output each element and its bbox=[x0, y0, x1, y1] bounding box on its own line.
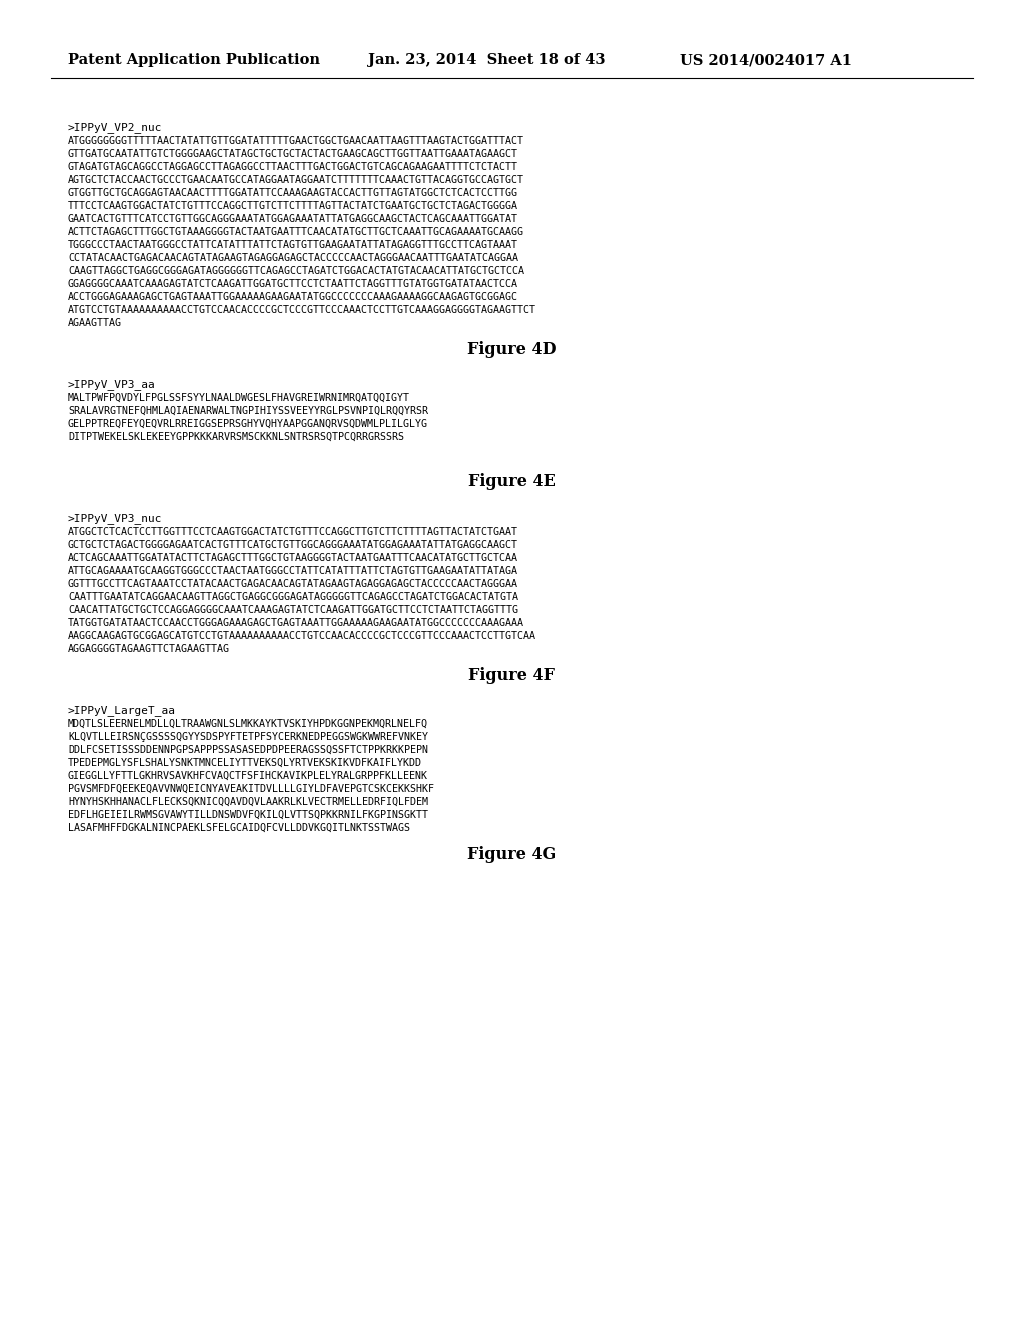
Text: >IPPyV_VP2_nuc: >IPPyV_VP2_nuc bbox=[68, 121, 163, 133]
Text: ATGTCCTGTAAAAAAAAAACCTGTCCAACACCCCGCTCCCGTTCCCAAACTCCTTGTCAAAGGAGGGGTAGAAGTTCT: ATGTCCTGTAAAAAAAAAACCTGTCCAACACCCCGCTCCC… bbox=[68, 305, 536, 315]
Text: GGAGGGGCAAATCAAAGAGTATCTCAAGATTGGATGCTTCCTCTAATTCTAGGTTTGTATGGTGATATAACTCCA: GGAGGGGCAAATCAAAGAGTATCTCAAGATTGGATGCTTC… bbox=[68, 279, 518, 289]
Text: Figure 4G: Figure 4G bbox=[467, 846, 557, 863]
Text: LASAFMHFFDGKALNINCPAEKLSFELGCAIDQFCVLLDDVKGQITLNKTSSTWAGS: LASAFMHFFDGKALNINCPAEKLSFELGCAIDQFCVLLDD… bbox=[68, 822, 410, 833]
Text: AGAAGTTAG: AGAAGTTAG bbox=[68, 318, 122, 327]
Text: Jan. 23, 2014  Sheet 18 of 43: Jan. 23, 2014 Sheet 18 of 43 bbox=[368, 53, 605, 67]
Text: DITPTWEKELSKLEKEEYGPPKKKARVRSMSCKKNLSNTRSRSQTPCQRRGRSSRS: DITPTWEKELSKLEKEEYGPPKKKARVRSMSCKKNLSNTR… bbox=[68, 432, 404, 442]
Text: ACCTGGGAGAAAGAGCTGAGTAAATTGGAAAAAGAAGAATATGGCCCCCCCAAAGAAAAGGCAAGAGTGCGGAGC: ACCTGGGAGAAAGAGCTGAGTAAATTGGAAAAAGAAGAAT… bbox=[68, 292, 518, 302]
Text: TGGGCCCTAACTAATGGGCCTATTCATATTTATTCTAGTGTTGAAGAATATTATAGAGGTTTGCCTTCAGTAAAT: TGGGCCCTAACTAATGGGCCTATTCATATTTATTCTAGTG… bbox=[68, 240, 518, 249]
Text: MALTPWFPQVDYLFPGLSSFSYYLNAALDWGESLFHAVGREIWRNIMRQATQQIGYT: MALTPWFPQVDYLFPGLSSFSYYLNAALDWGESLFHAVGR… bbox=[68, 393, 410, 403]
Text: GTAGATGTAGCAGGCCTAGGAGCCTTAGAGGCCTTAACTTTGACTGGACTGTCAGCAGAAGAATTTTCTCTACTT: GTAGATGTAGCAGGCCTAGGAGCCTTAGAGGCCTTAACTT… bbox=[68, 162, 518, 172]
Text: Figure 4F: Figure 4F bbox=[469, 667, 555, 684]
Text: TPEDEPMGLYSFLSHALYSNKTMNCELIYTTVEKSQLYRTVEKSKIKVDFKAIFLYKDD: TPEDEPMGLYSFLSHALYSNKTMNCELIYTTVEKSQLYRT… bbox=[68, 758, 422, 768]
Text: HYNYHSKHHANACLFLЕСKSQKNICQQAVDQVLAAKRLKLVECTRMELLEDRFIQLFDEM: HYNYHSKHHANACLFLЕСKSQKNICQQAVDQVLAAKRLKL… bbox=[68, 797, 428, 807]
Text: >IPPyV_LargeT_aa: >IPPyV_LargeT_aa bbox=[68, 705, 176, 715]
Text: TATGGTGATATAACTCCAACCTGGGAGAAAGAGCTGAGTAAATTGGAAAAAGAAGAATATGGCCCCCCCAAAGAAA: TATGGTGATATAACTCCAACCTGGGAGAAAGAGCTGAGTA… bbox=[68, 618, 524, 628]
Text: PGVSMFDFQEEKEQAVVNWQEICNYAVEAKITDVLLLLGIYLDFAVEPGTCSKCEKKSHKF: PGVSMFDFQEEKEQAVVNWQEICNYAVEAKITDVLLLLGI… bbox=[68, 784, 434, 795]
Text: US 2014/0024017 A1: US 2014/0024017 A1 bbox=[680, 53, 852, 67]
Text: ATTGCAGAAAATGCAAGGTGGGCCCTAACTAATGGGCCTATTCATATTTATTCTAGTGTTGAAGAATATTATAGA: ATTGCAGAAAATGCAAGGTGGGCCCTAACTAATGGGCCTA… bbox=[68, 566, 518, 576]
Text: GTTGATGCAATATTGTCTGGGGAAGCTATAGCTGCTGCTACTACTGAAGCAGCTTGGTTAATTGAAATAGAAGCT: GTTGATGCAATATTGTCTGGGGAAGCTATAGCTGCTGCTA… bbox=[68, 149, 518, 158]
Text: ACTCAGCAAATTGGATATACTTCTAGAGCTTTGGCTGTAAGGGGTACTAATGAATTTCAACATATGCTTGCTCAA: ACTCAGCAAATTGGATATACTTCTAGAGCTTTGGCTGTAA… bbox=[68, 553, 518, 564]
Text: TTTCCTCAAGTGGACTATCTGTTTCCAGGCTTGTCTTCTTTTAGTTACTATCTGAATGCTGCTCTAGACTGGGGA: TTTCCTCAAGTGGACTATCTGTTTCCAGGCTTGTCTTCTT… bbox=[68, 201, 518, 211]
Text: DDLFCSETISSSDDENNPGPSAPPPSSASASEDPDPEERAGSSQSSFTCTPPKRKKPEPN: DDLFCSETISSSDDENNPGPSAPPPSSASASEDPDPEERA… bbox=[68, 744, 428, 755]
Text: CCTATACAACTGAGACAACAGTATAGAAGTAGAGGAGAGCTACCCCCAACTAGGGAACAATTTGAATATCAGGAA: CCTATACAACTGAGACAACAGTATAGAAGTAGAGGAGAGC… bbox=[68, 253, 518, 263]
Text: MDQTLSLEERNELMDLLQLTRAAWGNLSLMKKAYKTVSKIYHPDKGGNPEKMQRLNELFQ: MDQTLSLEERNELMDLLQLTRAAWGNLSLMKKAYKTVSKI… bbox=[68, 719, 428, 729]
Text: >IPPyV_VP3_nuc: >IPPyV_VP3_nuc bbox=[68, 513, 163, 524]
Text: Patent Application Publication: Patent Application Publication bbox=[68, 53, 319, 67]
Text: CAACATTATGCTGCTCCAGGAGGGGCAAATCAAAGAGTATCTCAAGATTGGATGCTTCCTCTAATTCTAGGTTTG: CAACATTATGCTGCTCCAGGAGGGGCAAATCAAAGAGTAT… bbox=[68, 605, 518, 615]
Text: CAAGTTAGGCTGAGGCGGGAGATAGGGGGGTTCAGAGCCTAGATCTGGACACTATGTACAACATTATGCTGCTCCA: CAAGTTAGGCTGAGGCGGGAGATAGGGGGGTTCAGAGCCT… bbox=[68, 267, 524, 276]
Text: EDFLHGEIEILRWMSGVAWYTILLDNSWDVFQKILQLVTTSQPKKRNILFKGPINSGKTT: EDFLHGEIEILRWMSGVAWYTILLDNSWDVFQKILQLVTT… bbox=[68, 810, 428, 820]
Text: GAATCACTGTTTCATCCTGTTGGCAGGGAAATATGGAGAAATATTATGAGGCAAGCTACTCAGCAAATTGGATAT: GAATCACTGTTTCATCCTGTTGGCAGGGAAATATGGAGAA… bbox=[68, 214, 518, 224]
Text: AAGGCAAGAGTGCGGAGCATGTCCTGTAAAAAAAAAACCTGTCCAACACCCCGCTCCCGTTCCCAAACTCCTTGTCAA: AAGGCAAGAGTGCGGAGCATGTCCTGTAAAAAAAAAACCT… bbox=[68, 631, 536, 642]
Text: CAATTTGAATATCAGGAACAAGTTAGGCTGAGGCGGGAGATAGGGGGTTCAGAGCCTAGATCTGGACACTATGTA: CAATTTGAATATCAGGAACAAGTTAGGCTGAGGCGGGAGA… bbox=[68, 591, 518, 602]
Text: Figure 4D: Figure 4D bbox=[467, 341, 557, 358]
Text: SRALAVRGTNEFQHMLAQIAENARWALTNGPIHIYSSVEEYYRGLPSVNPIQLRQQYRSR: SRALAVRGTNEFQHMLAQIAENARWALTNGPIHIYSSVEE… bbox=[68, 407, 428, 416]
Text: ATGGGGGGGGTTTTTAACTATATTGTTGGATATTTTTGAACTGGCTGAACAATTAAGTTTAAGTACTGGATTTACT: ATGGGGGGGGTTTTTAACTATATTGTTGGATATTTTTGAA… bbox=[68, 136, 524, 147]
Text: GIEGGLLYFTTLGKHRVSAVKHFCVAQCTFSFIHCKAVIKPLELYRALGRPPFKLLEENK: GIEGGLLYFTTLGKHRVSAVKHFCVAQCTFSFIHCKAVIK… bbox=[68, 771, 428, 781]
Text: >IPPyV_VP3_aa: >IPPyV_VP3_aa bbox=[68, 379, 156, 389]
Text: Figure 4E: Figure 4E bbox=[468, 473, 556, 490]
Text: GTGGTTGCTGCAGGAGTAACAACTTTTGGATATTCCAAAGAAGTACCACTTGTTAGTATGGCTCTCACTCCTTGG: GTGGTTGCTGCAGGAGTAACAACTTTTGGATATTCCAAAG… bbox=[68, 187, 518, 198]
Text: GELPPTREQFEYQEQVRLRREIGGSEPRSGHYVQHYAAPGGANQRVSQDWMLPLILGLYG: GELPPTREQFEYQEQVRLRREIGGSEPRSGHYVQHYAAPG… bbox=[68, 418, 428, 429]
Text: KLQVTLLEIRSNÇGSSSSQGYYSDSPYFTETPFSYCERKNEDPEGGSWGKWWREFVNKEY: KLQVTLLEIRSNÇGSSSSQGYYSDSPYFTETPFSYCERKN… bbox=[68, 733, 428, 742]
Text: GGTTTGCCTTCAGTAAATCCTATACAACTGAGACAACAGTATAGAAGTAGAGGAGAGCTACCCCCAACTAGGGAA: GGTTTGCCTTCAGTAAATCCTATACAACTGAGACAACAGT… bbox=[68, 579, 518, 589]
Text: GCTGCTCTAGACTGGGGAGAATCACTGTTTCATGCTGTTGGCAGGGAAATATGGAGAAATATTATGAGGCAAGCT: GCTGCTCTAGACTGGGGAGAATCACTGTTTCATGCTGTTG… bbox=[68, 540, 518, 550]
Text: AGTGCTCTACCAACTGCCCTGAACAATGCCATAGGAATAGGAATCTTTTTTTCAAACTGTTACAGGTGCCAGTGCT: AGTGCTCTACCAACTGCCCTGAACAATGCCATAGGAATAG… bbox=[68, 176, 524, 185]
Text: ATGGCTCTCACTCCTTGGTTTCCTCAAGTGGACTATCTGTTTCCAGGCTTGTCTTCTTTTAGTTACTATCTGAAT: ATGGCTCTCACTCCTTGGTTTCCTCAAGTGGACTATCTGT… bbox=[68, 527, 518, 537]
Text: AGGAGGGGTAGAAGTTCTAGAAGTTAG: AGGAGGGGTAGAAGTTCTAGAAGTTAG bbox=[68, 644, 230, 653]
Text: ACTTCTAGAGCTTTGGCTGTAAAGGGGTACTAATGAATTTCAACATATGCTTGCTCAAATTGCAGAAAATGCAAGG: ACTTCTAGAGCTTTGGCTGTAAAGGGGTACTAATGAATTT… bbox=[68, 227, 524, 238]
